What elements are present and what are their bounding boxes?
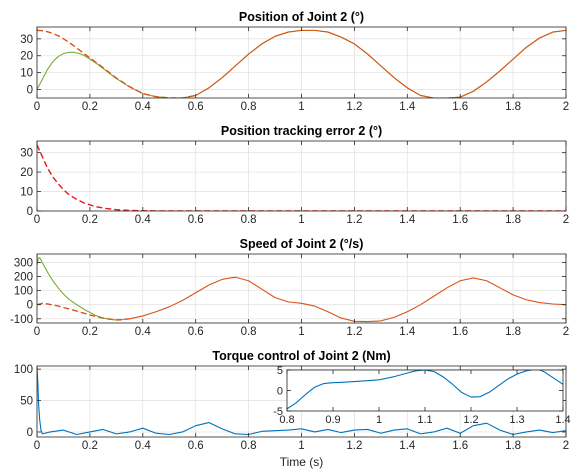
x-tick-label: 1.8 xyxy=(505,440,521,452)
x-tick-label: 0.4 xyxy=(135,214,152,226)
x-tick-label: 1.2 xyxy=(346,326,362,338)
x-tick-label: 0.8 xyxy=(241,214,257,226)
subplot-3: 0 0.2 0.4 0.6 0.8 1 1.2 1.4 1.6 1.8 2-100010020030… xyxy=(10,237,569,338)
x-tick-label: 2 xyxy=(563,214,569,226)
x-tick-label: 1.6 xyxy=(452,214,468,226)
x-tick-label: 0 xyxy=(34,326,40,338)
x-tick-label: 0.8 xyxy=(279,414,294,426)
y-tick-label: -5 xyxy=(273,406,283,418)
x-tick-label: 0.4 xyxy=(135,101,152,113)
y-tick-label: 30 xyxy=(20,148,33,160)
x-tick-label: 1.2 xyxy=(346,214,362,226)
y-tick-label: 30 xyxy=(20,34,33,46)
x-tick-label: 1 xyxy=(298,101,304,113)
x-tick-label: 1.1 xyxy=(417,414,432,426)
x-tick-label: 1 xyxy=(298,440,304,452)
x-tick-label: 1.4 xyxy=(399,101,416,113)
chart-title: Torque control of Joint 2 (Nm) xyxy=(212,349,390,363)
series-line-3 xyxy=(195,29,566,98)
y-tick-label: 20 xyxy=(20,51,33,63)
inset-axes: 0.8 0.9 1 1.1 1.2 1.3 1.4 -5 0 5 xyxy=(273,365,570,426)
y-tick-label: 50 xyxy=(20,396,33,408)
chart-title: Speed of Joint 2 (°/s) xyxy=(240,237,364,251)
x-tick-label: 0.2 xyxy=(82,214,98,226)
series-line-1 xyxy=(37,367,566,436)
x-tick-label: 1 xyxy=(376,414,382,426)
y-tick-label: 10 xyxy=(20,187,33,199)
x-tick-label: 0.2 xyxy=(82,101,98,113)
y-tick-label: 200 xyxy=(14,272,33,284)
x-tick-label: 1.4 xyxy=(399,214,416,226)
x-tick-label: 1.6 xyxy=(452,326,468,338)
y-tick-label: 5 xyxy=(277,365,283,377)
x-tick-label: 1.8 xyxy=(505,326,521,338)
y-tick-label: 0 xyxy=(27,300,33,312)
x-tick-label: 0 xyxy=(34,214,40,226)
x-tick-label: 0.8 xyxy=(241,101,257,113)
y-tick-label: 0 xyxy=(27,206,33,218)
x-tick-label: 2 xyxy=(563,440,569,452)
y-tick-label: 0 xyxy=(27,427,33,439)
plot-area xyxy=(287,370,563,411)
x-tick-label: 1.4 xyxy=(399,440,416,452)
subplot-1: 0 0.2 0.4 0.6 0.8 1 1.2 1.4 1.6 1.8 20102030Positi… xyxy=(20,10,569,113)
x-tick-label: 0.4 xyxy=(135,440,152,452)
x-tick-label: 0.8 xyxy=(241,326,257,338)
x-tick-label: 0 xyxy=(34,101,40,113)
x-tick-label: 1.2 xyxy=(463,414,478,426)
chart-title: Position of Joint 2 (°) xyxy=(239,10,364,24)
x-tick-label: 0.2 xyxy=(82,326,98,338)
x-tick-label: 1.2 xyxy=(346,101,362,113)
x-tick-label: 1.2 xyxy=(346,440,362,452)
x-tick-label: 1.6 xyxy=(452,440,468,452)
x-tick-label: 1.8 xyxy=(505,101,521,113)
x-tick-label: 2 xyxy=(563,101,569,113)
x-tick-label: 0.6 xyxy=(188,101,204,113)
x-tick-label: 1.6 xyxy=(452,101,468,113)
x-tick-label: 1.4 xyxy=(555,414,570,426)
series-line-2 xyxy=(37,302,130,321)
x-tick-label: 0.9 xyxy=(325,414,340,426)
y-tick-label: 100 xyxy=(14,364,33,376)
chart-title: Position tracking error 2 (°) xyxy=(221,124,382,138)
x-tick-label: 1.8 xyxy=(505,214,521,226)
series-line-3 xyxy=(129,276,566,323)
series-line-2 xyxy=(37,29,196,98)
x-tick-label: 0.2 xyxy=(82,440,98,452)
x-tick-label: 1.3 xyxy=(509,414,524,426)
x-tick-label: 1.4 xyxy=(399,326,416,338)
series-line-1 xyxy=(37,144,566,211)
x-tick-label: 0.6 xyxy=(188,326,204,338)
x-tick-label: 2 xyxy=(563,326,569,338)
y-tick-label: 300 xyxy=(14,257,33,269)
x-tick-label: 0.8 xyxy=(241,440,257,452)
x-tick-label: 0.6 xyxy=(188,214,204,226)
y-tick-label: 20 xyxy=(20,167,33,179)
y-tick-label: 0 xyxy=(27,85,33,97)
y-tick-label: 100 xyxy=(14,286,33,298)
y-tick-label: 0 xyxy=(277,386,283,398)
y-tick-label: 10 xyxy=(20,68,33,80)
x-tick-label: 0 xyxy=(34,440,40,452)
y-tick-label: -100 xyxy=(10,314,33,326)
x-tick-label: 0.4 xyxy=(135,326,152,338)
x-tick-label: 1 xyxy=(298,326,304,338)
x-tick-label: 1 xyxy=(298,214,304,226)
x-tick-label: 0.6 xyxy=(188,440,204,452)
x-axis-label: Time (s) xyxy=(280,455,324,469)
subplot-2: 0 0.2 0.4 0.6 0.8 1 1.2 1.4 1.6 1.8 20102030Positi… xyxy=(20,124,569,226)
